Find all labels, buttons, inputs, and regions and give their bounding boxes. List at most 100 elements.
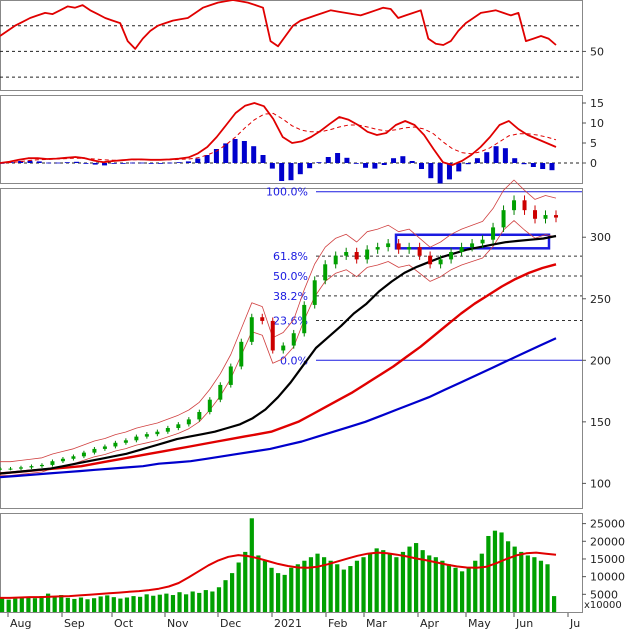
price-candle-body	[449, 252, 454, 260]
macd-histogram-bar	[55, 162, 61, 164]
volume-bar	[460, 571, 465, 612]
volume-bar	[348, 566, 353, 612]
macd-histogram-bar	[549, 163, 555, 171]
price-candle-body	[407, 247, 412, 250]
x-axis-tick-label: Dec	[220, 617, 241, 630]
price-candle-body	[270, 320, 275, 351]
volume-bar	[19, 597, 24, 612]
price-candle-body	[396, 243, 401, 250]
macd-histogram-bar	[279, 163, 285, 181]
fib-level-label: 23.6%	[273, 315, 308, 328]
x-axis-tick-label: Nov	[167, 617, 189, 630]
price-candle-body	[354, 252, 359, 260]
price-tick-label: 300	[590, 231, 611, 244]
macd-histogram-bar	[46, 162, 52, 164]
macd-tick-label: 5	[590, 137, 597, 150]
volume-bar	[538, 560, 544, 612]
volume-bar	[46, 593, 51, 612]
price-candle-body	[144, 434, 149, 437]
x-axis-tick-label: May	[468, 617, 491, 630]
macd-histogram-bar	[530, 163, 536, 167]
price-candle-body	[281, 345, 286, 351]
macd-histogram-bar	[167, 162, 173, 164]
volume-bar	[223, 580, 228, 612]
macd-histogram-bar	[335, 153, 341, 163]
volume-bar	[433, 557, 438, 612]
macd-histogram-bar	[418, 163, 424, 169]
price-candle-body	[491, 227, 496, 240]
macd-histogram-bar	[18, 161, 24, 163]
macd-histogram-bar	[437, 163, 443, 184]
macd-histogram-bar	[27, 160, 33, 163]
volume-bar	[407, 546, 412, 612]
macd-tick-label: 10	[590, 117, 604, 130]
macd-histogram-bar	[64, 162, 70, 163]
price-candle-body	[249, 317, 254, 342]
x-axis-tick-label: Sep	[64, 617, 85, 630]
macd-signal-line	[0, 112, 557, 164]
macd-histogram-bar	[540, 163, 546, 169]
volume-bar	[328, 560, 333, 612]
price-candle-body	[260, 317, 265, 321]
macd-histogram-bar	[297, 163, 303, 175]
fib-level-label: 61.8%	[273, 250, 308, 263]
ma100-line	[0, 263, 557, 475]
price-candle-body	[470, 243, 475, 248]
volume-bar	[0, 597, 5, 612]
volume-bar	[381, 550, 386, 612]
macd-histogram-bar	[74, 161, 80, 163]
macd-histogram-bar	[465, 163, 471, 165]
macd-histogram-bar	[176, 162, 182, 163]
macd-histogram-bar	[521, 163, 527, 165]
macd-histogram-bar	[195, 158, 201, 163]
price-candle-body	[134, 436, 139, 441]
volume-bar	[387, 553, 392, 612]
volume-bar	[446, 564, 452, 612]
volume-unit-label: x10000	[584, 600, 622, 611]
volume-bar	[138, 596, 143, 612]
macd-histogram-bar	[260, 155, 266, 163]
price-candle-body	[386, 243, 391, 248]
macd-histogram-bar	[148, 163, 154, 164]
ma200-line	[0, 337, 557, 479]
volume-bar	[519, 551, 524, 612]
volume-bar	[466, 567, 471, 612]
volume-bar	[532, 557, 537, 612]
bollinger-upper-band	[0, 179, 557, 463]
macd-histogram-bar	[157, 163, 163, 164]
volume-bar	[545, 564, 550, 612]
volume-bar	[499, 532, 504, 612]
price-candle-body	[239, 341, 244, 367]
macd-tick-label: 15	[590, 97, 604, 110]
rsi-line	[0, 0, 557, 50]
volume-bar	[492, 530, 498, 612]
volume-bar	[170, 595, 176, 612]
price-candle-body	[522, 200, 527, 211]
price-candle-body	[459, 247, 464, 252]
volume-bar	[282, 574, 287, 612]
volume-tick-label: 5000	[590, 588, 618, 601]
volume-bar	[78, 597, 84, 612]
macd-histogram-bar	[307, 163, 313, 169]
price-candle-body	[60, 458, 65, 462]
volume-bar	[414, 543, 419, 612]
volume-bar	[164, 593, 169, 612]
macd-histogram-bar	[232, 139, 238, 163]
volume-bar	[65, 597, 70, 612]
price-candle-body	[165, 428, 170, 432]
macd-histogram-bar	[363, 163, 369, 168]
volume-bar	[197, 592, 202, 612]
x-axis-tick-label: Oct	[114, 617, 134, 630]
fib-level-label: 50.0%	[273, 270, 308, 283]
volume-bar	[184, 594, 189, 612]
macd-histogram-bar	[325, 157, 331, 163]
macd-histogram-bar	[428, 163, 434, 179]
macd-histogram-bar	[484, 152, 490, 163]
price-candle-body	[81, 452, 86, 457]
macd-histogram-bar	[344, 157, 350, 163]
volume-bar	[92, 598, 97, 612]
macd-line	[0, 102, 557, 166]
volume-tick-label: 15000	[590, 553, 625, 566]
volume-bar	[13, 598, 18, 612]
